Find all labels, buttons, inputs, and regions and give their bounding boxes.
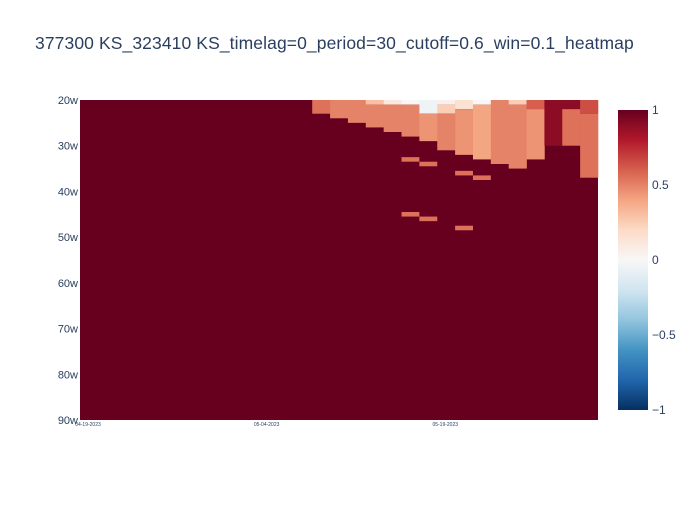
- heatmap-cell: [580, 113, 599, 178]
- heatmap-cell: [401, 104, 420, 137]
- heatmap-cell: [347, 100, 367, 123]
- heatmap-cell: [472, 104, 492, 160]
- x-axis: 04-19-2023 05-04-2023 05-19-2023: [75, 422, 458, 428]
- heatmap-cell: [455, 170, 473, 176]
- heatmap-cell: [312, 100, 331, 114]
- heatmap-cell: [365, 100, 384, 105]
- y-tick-label: 60w: [58, 278, 78, 290]
- colorbar-tick-label: 0: [652, 253, 659, 267]
- heatmap-cell: [330, 100, 349, 119]
- colorbar-tick-label: −0.5: [652, 328, 676, 342]
- heatmap-cell: [401, 157, 420, 162]
- heatmap-cell: [419, 216, 438, 222]
- heatmap-cell: [437, 100, 456, 105]
- colorbar-tick-label: 1: [652, 103, 659, 117]
- y-tick-label: 90w: [58, 415, 78, 427]
- heatmap-cell: [526, 100, 545, 110]
- heatmap-cell: [401, 100, 420, 105]
- heatmap-cell: [526, 109, 545, 160]
- y-axis: 20w 30w 40w 50w 60w 70w 80w 90w: [58, 95, 78, 427]
- y-tick-label: 70w: [58, 324, 78, 336]
- y-tick-label: 50w: [58, 232, 78, 244]
- heatmap-cells: [80, 100, 599, 420]
- colorbar-tick-label: 0.5: [652, 178, 669, 192]
- chart-title: 377300 KS_323410 KS_timelag=0_period=30_…: [35, 33, 634, 53]
- heatmap-cell: [508, 100, 527, 105]
- colorbar: 1 0.5 0 −0.5 −1: [618, 103, 676, 417]
- y-tick-label: 30w: [58, 141, 78, 153]
- heatmap-cell: [562, 100, 581, 110]
- heatmap-cell: [562, 109, 581, 146]
- heatmap-cell: [472, 175, 491, 180]
- x-tick-label: 05-04-2023: [254, 422, 280, 428]
- heatmap-cell: [437, 104, 456, 114]
- heatmap-cell: [365, 104, 384, 128]
- heatmap-cell: [455, 109, 474, 155]
- y-tick-label: 40w: [58, 186, 78, 198]
- heatmap-cell: [401, 212, 420, 217]
- colorbar-tick-label: −1: [652, 403, 666, 417]
- heatmap-cell: [544, 100, 563, 105]
- heatmap-cell: [455, 100, 474, 110]
- heatmap-cell: [544, 104, 563, 146]
- colorbar-gradient: [618, 110, 648, 410]
- heatmap-cell: [419, 100, 438, 114]
- x-tick-label: 04-19-2023: [75, 422, 101, 428]
- y-tick-label: 80w: [58, 369, 78, 381]
- heatmap-cell: [455, 225, 473, 231]
- heatmap-cell: [383, 100, 402, 105]
- heatmap-cell: [472, 100, 492, 105]
- heatmap-cell: [508, 104, 527, 169]
- heatmap-cell: [490, 100, 509, 164]
- y-tick-label: 20w: [58, 95, 78, 107]
- heatmap-cell: [419, 113, 438, 142]
- heatmap-cell: [383, 104, 402, 132]
- heatmap-cell: [419, 161, 438, 167]
- heatmap-cell: [437, 113, 456, 151]
- x-tick-label: 05-19-2023: [432, 422, 458, 428]
- heatmap-cell: [580, 100, 599, 114]
